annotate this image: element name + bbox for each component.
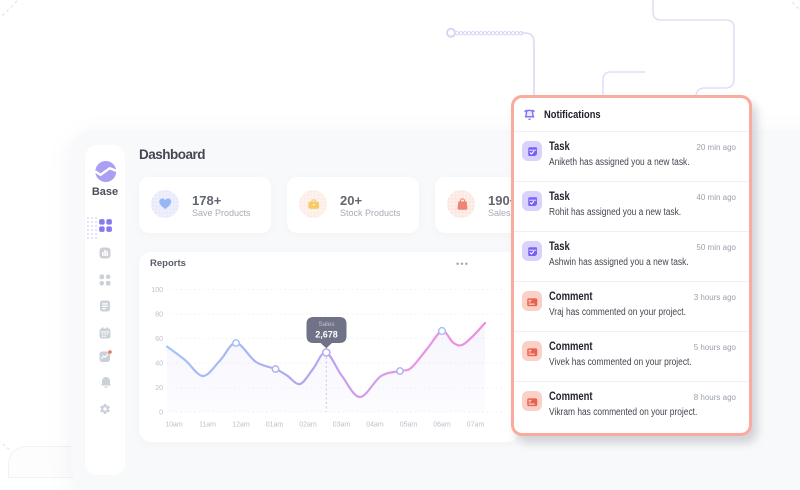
svg-text:06am: 06am <box>433 422 451 429</box>
svg-text:05am: 05am <box>400 422 418 429</box>
svg-text:20: 20 <box>155 385 163 392</box>
svg-text:07am: 07am <box>467 422 485 429</box>
svg-text:0: 0 <box>159 410 163 417</box>
svg-text:40: 40 <box>155 361 163 368</box>
svg-text:12am: 12am <box>232 422 250 429</box>
svg-text:01am: 01am <box>266 422 284 429</box>
svg-text:03am: 03am <box>333 422 351 429</box>
svg-text:02am: 02am <box>299 422 317 429</box>
svg-text:04am: 04am <box>366 422 384 429</box>
svg-text:100: 100 <box>151 287 163 294</box>
svg-text:60: 60 <box>155 336 163 343</box>
svg-text:11am: 11am <box>199 422 216 429</box>
svg-text:80: 80 <box>155 312 163 319</box>
svg-text:10am: 10am <box>165 422 183 429</box>
svg-text:2,678: 2,678 <box>315 330 338 340</box>
svg-text:Sales: Sales <box>318 321 335 328</box>
